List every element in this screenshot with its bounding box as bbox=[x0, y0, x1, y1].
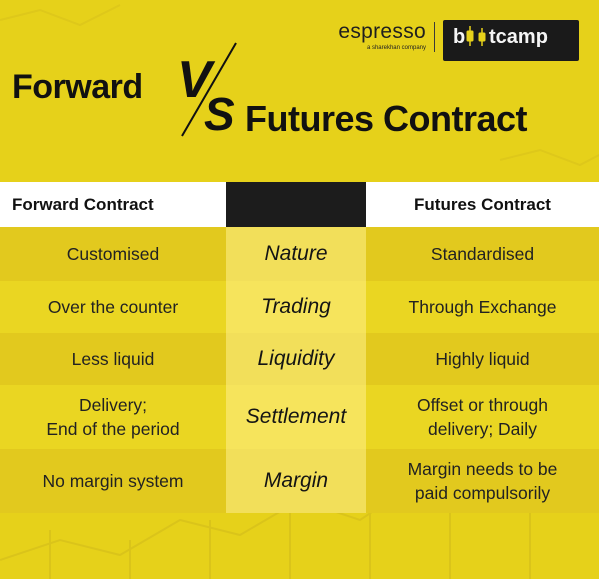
attribute-cell: Trading bbox=[226, 281, 366, 333]
attribute-cell: Margin bbox=[226, 449, 366, 513]
table-header: Forward Contract Futures Contract bbox=[0, 182, 599, 227]
title-vs-s: S bbox=[204, 88, 235, 140]
table-row: Delivery; End of the period Settlement O… bbox=[0, 385, 599, 449]
table-row: No margin system Margin Margin needs to … bbox=[0, 449, 599, 513]
attribute-cell: Nature bbox=[226, 227, 366, 281]
forward-cell: Over the counter bbox=[47, 297, 179, 317]
title-forward: Forward bbox=[12, 68, 143, 106]
futures-cell: Through Exchange bbox=[408, 297, 557, 317]
futures-cell: Margin needs to be paid compulsorily bbox=[407, 459, 558, 503]
bootcamp-wordmark-icon: b tcamp bbox=[453, 26, 548, 48]
futures-cell: Standardised bbox=[430, 244, 535, 264]
header-middle-blank bbox=[226, 182, 366, 227]
futures-cell: Offset or through delivery; Daily bbox=[416, 395, 548, 439]
bootcamp-logo: b tcamp bbox=[443, 20, 579, 61]
comparison-table: Forward Contract Futures Contract Custom… bbox=[0, 182, 599, 513]
title-vs-v: V bbox=[177, 51, 212, 109]
forward-cell: Customised bbox=[66, 244, 160, 264]
forward-cell: Delivery; End of the period bbox=[46, 395, 180, 439]
header-forward-contract: Forward Contract bbox=[0, 182, 226, 227]
attribute-cell: Liquidity bbox=[226, 333, 366, 385]
attribute-cell: Settlement bbox=[226, 385, 366, 449]
futures-cell: Highly liquid bbox=[435, 349, 530, 369]
forward-cell: No margin system bbox=[42, 471, 184, 491]
header-futures-contract: Futures Contract bbox=[366, 182, 599, 227]
brand-tagline: a sharekhan company bbox=[366, 45, 426, 51]
table-row: Over the counter Trading Through Exchang… bbox=[0, 281, 599, 333]
logo-divider bbox=[434, 22, 435, 52]
forward-cell: Less liquid bbox=[71, 349, 155, 369]
table-row: Less liquid Liquidity Highly liquid bbox=[0, 333, 599, 385]
svg-text:tcamp: tcamp bbox=[489, 26, 548, 48]
vs-slash-icon bbox=[181, 42, 237, 137]
brand-logo: espresso a sharekhan company b tcamp bbox=[338, 20, 579, 61]
title-futures: Futures Contract bbox=[245, 98, 528, 139]
brand-name: espresso bbox=[338, 20, 426, 43]
table-row: Customised Nature Standardised bbox=[0, 227, 599, 281]
svg-text:b: b bbox=[453, 26, 465, 48]
